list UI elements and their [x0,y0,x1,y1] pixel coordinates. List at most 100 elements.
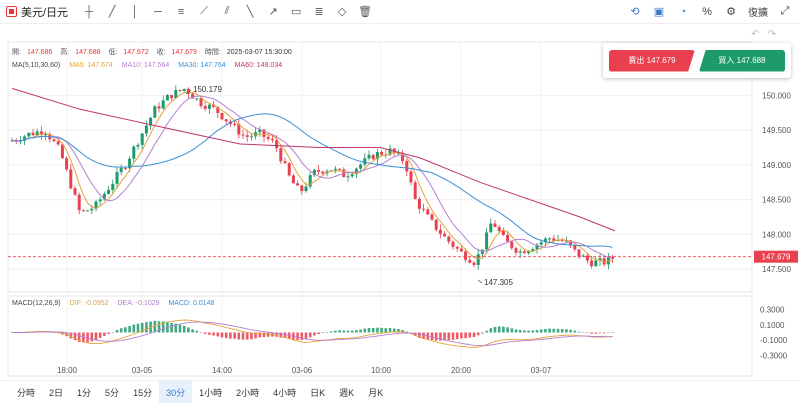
candle-body [283,161,287,164]
candle-body [527,250,531,254]
delete-icon[interactable]: 🗑 [358,6,373,18]
segment-icon[interactable]: ╲ [246,6,254,18]
macd-bar [405,331,409,333]
macd-bar [338,330,341,333]
candle-body [459,248,463,252]
macd-axis-label: -0.3000 [760,351,788,360]
candle-body [94,201,98,209]
screenshot-icon[interactable]: ▣ [653,6,665,18]
tab-1min[interactable]: 1分 [77,387,92,398]
candle-body [81,210,85,212]
tab-4hour[interactable]: 4小時 [273,387,297,398]
eraser-icon[interactable]: ◇ [337,6,347,18]
macd-bar [90,332,94,342]
candle-body [304,186,308,192]
tab-week[interactable]: 週K [339,387,355,398]
horizontal-line-icon[interactable]: ─ [154,5,162,18]
candle-body [119,168,123,173]
macd-bar [376,327,379,333]
candle-body [438,229,442,234]
macd-bar [56,332,60,334]
settings-icon[interactable]: ⚙ [726,6,736,18]
candle-body [598,258,602,261]
sell-button[interactable]: 賣出 147.679 [609,49,695,72]
compare-icon[interactable]: ◔ [679,5,687,18]
macd-bar [203,332,207,335]
macd-bar [174,323,178,333]
candle-body [451,241,455,247]
tab-day[interactable]: 日K [310,387,326,398]
tab-30min[interactable]: 30分 [159,380,193,403]
macd-bar [430,332,434,341]
percent-icon[interactable]: % [702,5,712,18]
candle-body [191,93,195,99]
dea-value: DEA: -0.1029 [117,300,160,307]
macd-bar [535,329,539,333]
ma10-line [11,95,613,260]
tab-month[interactable]: 月K [368,387,384,398]
price-axis-label: 149.000 [762,161,791,170]
ma30-value: MA30: 147.764 [178,62,226,69]
macd-bar [216,332,220,337]
candle-body [447,236,451,242]
macd-bar [321,332,325,334]
buy-button[interactable]: 買入 147.688 [699,49,785,72]
candle-body [350,174,354,177]
macd-bar [468,332,472,338]
fibonacci-icon[interactable]: ≣ [314,6,324,18]
vertical-line-icon[interactable]: │ [131,5,139,18]
time-axis-label: 03-06 [292,366,313,375]
macd-bar [233,332,236,339]
macd-bar [308,332,312,338]
arrow-line-icon[interactable]: ↗ [268,6,278,18]
macd-bar [161,321,165,333]
macd-bar [157,321,161,333]
fullscreen-icon[interactable]: ⤢ [780,5,790,17]
trend-line-icon[interactable]: ⟋ [200,5,208,17]
ohlc-info: 開: 147.686 高: 147.688 低: 147.672 收: 147.679 … [12,49,292,56]
restore-button[interactable]: 復擴 [748,8,768,19]
macd-bar [317,332,320,335]
price-axis-label: 148.500 [762,196,791,205]
macd-bar [493,326,497,333]
tab-5min[interactable]: 5分 [105,387,120,398]
macd-bar [153,320,157,333]
macd-bar [611,332,614,333]
macd-bar [279,332,283,338]
macd-bar [392,328,396,333]
macd-bar [69,332,73,339]
crosshair-icon[interactable]: ┼ [85,5,93,18]
rectangle-icon[interactable]: ▭ [290,6,302,18]
candle-body [144,125,148,134]
candle-body [73,188,77,195]
macd-bar [86,332,89,343]
macd-bar [422,332,425,340]
refresh-icon[interactable]: ⟲ [630,6,640,18]
candle-body [241,134,245,136]
macd-bar [241,332,245,340]
candle-body [224,119,228,122]
macd-bar [128,326,131,333]
ray-line-icon[interactable]: ╱ [108,6,116,18]
candle-body [128,158,132,169]
macd-bar [548,328,551,333]
candle-body [522,251,526,254]
tab-fenshi[interactable]: 分時 [17,387,36,398]
current-price-label: 147.679 [762,253,791,262]
ma5-value: MA5: 147.674 [69,62,113,69]
tab-1hour[interactable]: 1小時 [199,387,223,398]
channel-icon[interactable]: ⫽ [224,5,230,17]
chart-canvas[interactable]: 150.000 149.500 149.000 148.500 148.000 147.5… [0,24,800,380]
undo-icon[interactable]: ↶ [751,29,760,40]
parallel-lines-icon[interactable]: ≡ [177,5,185,18]
tab-2hour[interactable]: 2小時 [236,387,260,398]
tab-15min[interactable]: 15分 [133,387,153,398]
tab-2day[interactable]: 2日 [49,387,64,398]
macd-bar [283,332,287,339]
ma5-line [11,91,613,263]
macd-bar [178,324,182,333]
candle-body [52,139,56,142]
time-axis-label: 03-05 [132,366,153,375]
redo-icon[interactable]: ↷ [767,29,776,40]
macd-bar [170,322,173,333]
